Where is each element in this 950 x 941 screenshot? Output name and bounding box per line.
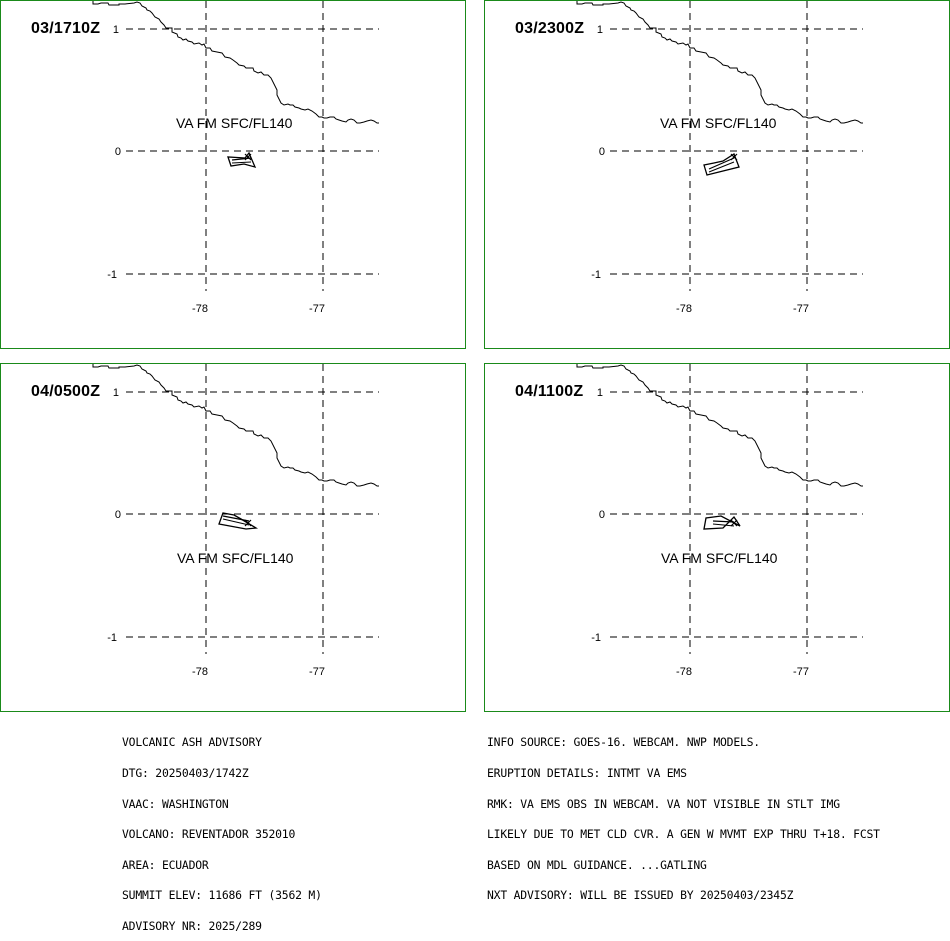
advisory-line: ERUPTION DETAILS: INTMT VA EMS — [487, 766, 687, 781]
ash-cloud-polygon — [227, 151, 257, 168]
map-graphic: 1 0 -1 -78 -77 — [576, 364, 863, 678]
advisory-line: VAAC: WASHINGTON — [122, 796, 229, 811]
ash-cloud-hatch — [231, 161, 252, 164]
advisory-info-left: VOLCANIC ASH ADVISORY DTG: 20250403/1742… — [122, 717, 322, 941]
advisory-line: VOLCANO: REVENTADOR 352010 — [122, 827, 296, 842]
latitude-tick-label: 1 — [113, 24, 119, 36]
latitude-tick-label: 0 — [599, 509, 605, 521]
advisory-line: SUMMIT ELEV: 11686 FT (3562 M) — [122, 888, 322, 903]
ash-cloud-hatch — [708, 161, 735, 173]
latitude-tick-label: 0 — [599, 146, 605, 158]
volcano-marker — [244, 519, 252, 527]
advisory-line: RMK: VA EMS OBS IN WEBCAM. VA NOT VISIBL… — [487, 796, 840, 811]
latitude-tick-label: -1 — [107, 269, 117, 281]
ash-cloud-hatch — [222, 515, 250, 522]
ash-cloud-hatch — [222, 518, 250, 526]
advisory-line: INFO SOURCE: GOES-16. WEBCAM. NWP MODELS… — [487, 735, 760, 750]
ash-cloud-label: VA FM SFC/FL140 — [660, 115, 777, 131]
latitude-tick-label: -1 — [591, 632, 601, 644]
ash-cloud-label: VA FM SFC/FL140 — [661, 550, 778, 566]
advisory-line: BASED ON MDL GUIDANCE. ...GATLING — [487, 857, 707, 872]
ash-cloud-label: VA FM SFC/FL140 — [177, 550, 294, 566]
longitude-tick-label: -78 — [192, 666, 208, 678]
volcano-marker — [244, 153, 252, 161]
panel-time-label: 03/2300Z — [515, 20, 585, 37]
latitude-tick-label: -1 — [107, 632, 117, 644]
ash-cloud-hatch — [712, 523, 735, 527]
map-panel-3: 1 0 -1 -78 -77 04/0500Z VA FM SFC/FL140 — [0, 363, 466, 712]
coastline — [576, 364, 863, 487]
volcano-marker — [730, 153, 738, 161]
latitude-tick-label: 1 — [113, 387, 119, 399]
advisory-line: NXT ADVISORY: WILL BE ISSUED BY 20250403… — [487, 888, 794, 903]
panel-time-label: 04/0500Z — [31, 383, 101, 400]
latitude-tick-label: 1 — [597, 24, 603, 36]
ash-cloud-polygon — [703, 515, 741, 530]
latitude-tick-label: -1 — [591, 269, 601, 281]
latitude-tick-label: 0 — [115, 509, 121, 521]
panel-time-label: 04/1100Z — [515, 383, 584, 400]
map-panel-1: 1 0 -1 -78 -77 03/1710Z VA FM SFC/FL140 — [0, 0, 466, 349]
advisory-line: AREA: ECUADOR — [122, 857, 209, 872]
ash-cloud-hatch — [712, 520, 735, 523]
coastline — [92, 364, 379, 487]
map-panel-4: 1 0 -1 -78 -77 04/1100Z VA FM SFC/FL140 — [484, 363, 950, 712]
panel-time-label: 03/1710Z — [31, 20, 101, 37]
map-panel-2: 1 0 -1 -78 -77 03/2300Z VA FM SFC/FL140 — [484, 0, 950, 349]
longitude-tick-label: -78 — [676, 303, 692, 315]
longitude-tick-label: -78 — [676, 666, 692, 678]
advisory-info-right: INFO SOURCE: GOES-16. WEBCAM. NWP MODELS… — [487, 717, 880, 911]
map-graphic: 1 0 -1 -78 -77 — [92, 364, 379, 678]
advisory-line: ADVISORY NR: 2025/289 — [122, 919, 262, 934]
volcano-marker — [730, 519, 738, 527]
coastline — [576, 1, 863, 124]
coastline — [92, 1, 379, 124]
latitude-tick-label: 1 — [597, 387, 603, 399]
advisory-line: LIKELY DUE TO MET CLD CVR. A GEN W MVMT … — [487, 827, 880, 842]
ash-cloud-label: VA FM SFC/FL140 — [176, 115, 293, 131]
longitude-tick-label: -78 — [192, 303, 208, 315]
longitude-tick-label: -77 — [309, 666, 325, 678]
longitude-tick-label: -77 — [793, 303, 809, 315]
longitude-tick-label: -77 — [309, 303, 325, 315]
ash-cloud-polygon — [703, 153, 740, 176]
longitude-tick-label: -77 — [793, 666, 809, 678]
ash-cloud-hatch — [708, 157, 735, 170]
map-graphic: 1 0 -1 -78 -77 — [576, 1, 863, 315]
map-graphic: 1 0 -1 -78 -77 — [92, 1, 379, 315]
advisory-line: VOLCANIC ASH ADVISORY — [122, 735, 262, 750]
advisory-line: DTG: 20250403/1742Z — [122, 766, 249, 781]
latitude-tick-label: 0 — [115, 146, 121, 158]
ash-cloud-hatch — [231, 157, 252, 161]
